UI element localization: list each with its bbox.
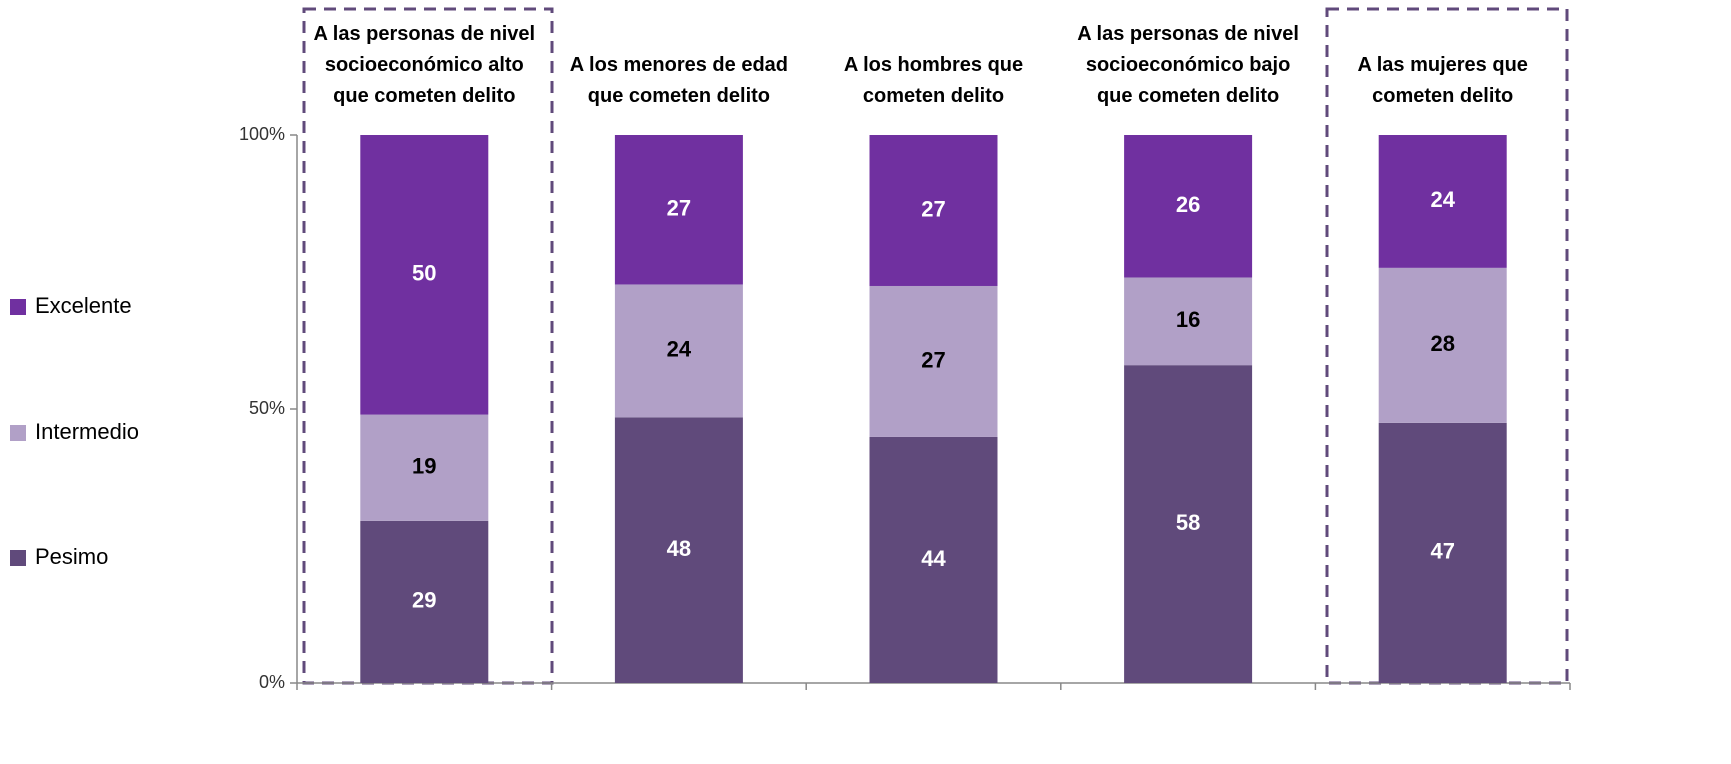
legend-swatch (10, 299, 26, 315)
data-label: 44 (921, 546, 946, 571)
x-tick-label: A los menores de edad que cometen delito (570, 54, 788, 107)
bar-segment (614, 284, 743, 418)
bar-segment (869, 285, 998, 437)
x-tick-line: que cometen delito (1097, 85, 1279, 107)
x-tick-line: A las personas de nivel (1077, 23, 1299, 45)
bar-segment (360, 135, 489, 415)
bar-segment (360, 520, 489, 683)
data-label: 27 (921, 347, 945, 372)
legend-label: Excelente (35, 293, 132, 318)
bar-segment (1124, 277, 1253, 366)
highlight-box (1325, 7, 1569, 685)
bar-segment (1124, 365, 1253, 683)
bar-segment (614, 135, 743, 285)
bar-segment (1378, 422, 1507, 683)
legend-label: Intermedio (35, 419, 139, 444)
bar-segment (1378, 135, 1507, 268)
x-tick-line: cometen delito (863, 85, 1004, 107)
data-label: 26 (1176, 192, 1200, 217)
bar-segment (360, 414, 489, 521)
x-tick-line: A los menores de edad (570, 54, 788, 76)
x-tick-label: A las personas de nivel socioeconómico ba… (1077, 23, 1299, 107)
x-tick-line: A los hombres que (844, 54, 1023, 76)
y-tick-label: 100% (239, 124, 285, 144)
legend-label: Pesimo (35, 544, 108, 569)
data-label: 28 (1430, 331, 1454, 356)
x-tick-label: A las personas de nivel socioeconómico al… (314, 23, 536, 107)
legend-swatch (10, 550, 26, 566)
x-tick-line: que cometen delito (333, 85, 515, 107)
bar-segment (869, 135, 998, 286)
x-tick-line: A las mujeres que (1357, 54, 1527, 76)
x-tick-line: A las personas de nivel (314, 23, 536, 45)
data-label: 27 (921, 196, 945, 221)
x-tick-line: socioeconómico bajo (1086, 54, 1290, 76)
x-tick-line: que cometen delito (588, 85, 770, 107)
data-label: 24 (667, 337, 692, 362)
data-label: 19 (412, 454, 436, 479)
bar-segment (869, 436, 998, 683)
legend-swatch (10, 425, 26, 441)
x-tick-line: cometen delito (1372, 85, 1513, 107)
x-tick-label: A las mujeres que cometen delito (1357, 54, 1527, 107)
data-label: 24 (1430, 187, 1455, 212)
bar-segment (614, 417, 743, 683)
y-tick-label: 50% (249, 398, 285, 418)
data-label: 48 (667, 536, 691, 561)
data-label: 29 (412, 588, 436, 613)
data-label: 58 (1176, 510, 1200, 535)
data-label: 27 (667, 196, 691, 221)
bar-segment (1378, 267, 1507, 423)
data-label: 16 (1176, 307, 1200, 332)
data-label: 47 (1430, 539, 1454, 564)
x-tick-label: A los hombres que cometen delito (844, 54, 1023, 107)
bar-segment (1124, 135, 1253, 278)
data-label: 50 (412, 261, 436, 286)
x-tick-line: socioeconómico alto (325, 54, 524, 76)
y-tick-label: 0% (259, 672, 285, 692)
